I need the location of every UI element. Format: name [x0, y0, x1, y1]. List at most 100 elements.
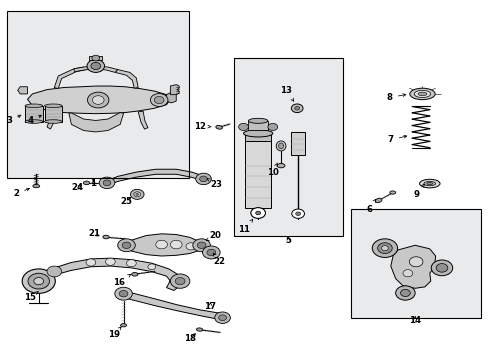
- Text: 23: 23: [207, 179, 222, 189]
- Polygon shape: [69, 113, 123, 132]
- Circle shape: [22, 269, 55, 293]
- Bar: [291, 132, 305, 155]
- Ellipse shape: [83, 181, 89, 185]
- Circle shape: [130, 189, 144, 199]
- Circle shape: [381, 246, 387, 251]
- Ellipse shape: [276, 141, 285, 151]
- Bar: [350, 209, 481, 318]
- Circle shape: [103, 180, 111, 186]
- Text: 16: 16: [112, 274, 130, 287]
- Text: 20: 20: [206, 231, 221, 240]
- Text: 3: 3: [6, 115, 21, 125]
- Text: 7: 7: [387, 135, 406, 144]
- Ellipse shape: [102, 235, 109, 239]
- Circle shape: [175, 278, 184, 285]
- Circle shape: [430, 260, 452, 276]
- Circle shape: [185, 243, 195, 250]
- Text: 6: 6: [366, 199, 375, 214]
- Polygon shape: [170, 85, 179, 95]
- Ellipse shape: [121, 324, 126, 327]
- Text: 11: 11: [238, 219, 252, 234]
- Bar: [233, 58, 343, 235]
- Bar: [25, 106, 42, 122]
- Circle shape: [400, 289, 409, 297]
- Polygon shape: [118, 291, 224, 320]
- Polygon shape: [54, 258, 181, 291]
- Circle shape: [99, 177, 115, 189]
- Circle shape: [92, 55, 100, 61]
- Bar: [89, 56, 102, 60]
- Text: 2: 2: [13, 188, 29, 198]
- Ellipse shape: [196, 328, 203, 331]
- Circle shape: [197, 242, 205, 248]
- Ellipse shape: [426, 183, 432, 185]
- Text: 17: 17: [204, 302, 216, 311]
- Circle shape: [402, 270, 412, 277]
- Circle shape: [105, 258, 115, 265]
- Circle shape: [34, 278, 43, 285]
- Text: 9: 9: [412, 184, 424, 199]
- Circle shape: [267, 123, 277, 131]
- Circle shape: [218, 315, 226, 320]
- Bar: [245, 141, 270, 208]
- Bar: [6, 12, 189, 178]
- Circle shape: [170, 274, 189, 288]
- Text: 13: 13: [279, 86, 293, 101]
- Circle shape: [214, 312, 230, 323]
- Text: 19: 19: [107, 327, 121, 339]
- Ellipse shape: [33, 184, 40, 188]
- Bar: [248, 121, 267, 130]
- Polygon shape: [125, 234, 201, 256]
- Circle shape: [92, 96, 104, 104]
- Circle shape: [250, 208, 265, 219]
- Circle shape: [87, 92, 109, 108]
- Circle shape: [115, 287, 132, 300]
- Circle shape: [154, 96, 163, 104]
- Ellipse shape: [417, 92, 426, 96]
- Bar: [233, 58, 343, 235]
- Circle shape: [118, 239, 135, 252]
- Text: 5: 5: [285, 236, 291, 245]
- Circle shape: [255, 211, 260, 215]
- Text: 12: 12: [193, 122, 211, 131]
- Circle shape: [408, 257, 422, 267]
- Bar: [350, 209, 481, 318]
- Circle shape: [294, 107, 299, 110]
- Circle shape: [195, 173, 211, 185]
- Text: 22: 22: [213, 253, 224, 266]
- Circle shape: [170, 240, 182, 249]
- Ellipse shape: [44, 104, 62, 108]
- Ellipse shape: [277, 163, 285, 168]
- Bar: [6, 12, 189, 178]
- Polygon shape: [47, 111, 58, 129]
- Circle shape: [192, 239, 210, 252]
- Text: 25: 25: [121, 197, 132, 206]
- Ellipse shape: [131, 273, 138, 276]
- Polygon shape: [115, 69, 138, 88]
- Circle shape: [291, 104, 303, 113]
- Ellipse shape: [423, 181, 435, 186]
- Circle shape: [435, 264, 447, 272]
- Circle shape: [91, 62, 101, 69]
- Circle shape: [87, 59, 104, 72]
- Text: 24: 24: [72, 183, 83, 192]
- Bar: [44, 106, 62, 122]
- Text: 8: 8: [386, 93, 405, 102]
- Circle shape: [136, 193, 139, 195]
- Circle shape: [199, 176, 207, 182]
- Text: 1: 1: [90, 179, 96, 188]
- Ellipse shape: [413, 90, 430, 98]
- Bar: [245, 134, 270, 141]
- Polygon shape: [74, 66, 118, 72]
- Polygon shape: [138, 111, 148, 129]
- Circle shape: [134, 192, 141, 197]
- Text: 15: 15: [24, 291, 39, 302]
- Ellipse shape: [248, 118, 267, 123]
- Ellipse shape: [215, 125, 222, 129]
- Circle shape: [122, 242, 131, 248]
- Circle shape: [202, 246, 220, 259]
- Circle shape: [148, 264, 156, 270]
- Ellipse shape: [243, 130, 272, 137]
- Text: 21: 21: [88, 229, 100, 238]
- Circle shape: [395, 286, 414, 300]
